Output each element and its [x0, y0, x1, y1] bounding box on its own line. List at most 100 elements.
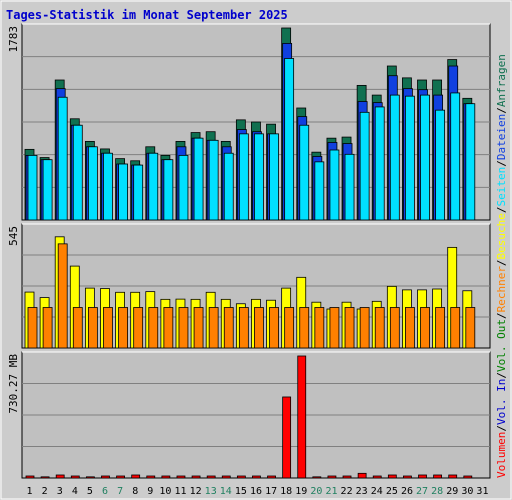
rechner-bar — [103, 307, 113, 349]
rechner-bar — [238, 307, 249, 349]
legend-text: Volumen/Vol. In/Vol. Out/Rechner/Besuche… — [495, 54, 508, 478]
seiten-bar — [329, 149, 340, 221]
rechner-bar — [118, 307, 128, 349]
rechner-bar — [57, 243, 68, 349]
seiten-bar — [389, 94, 400, 221]
rechner-bar — [329, 307, 340, 349]
volumen-bar — [25, 475, 35, 479]
seiten-bar — [223, 152, 234, 221]
volumen-bar — [161, 475, 171, 479]
seiten-bar — [57, 96, 68, 221]
rechner-bar — [208, 307, 219, 349]
legend-entry: Vol. Out — [495, 319, 508, 372]
rechner-bar — [420, 307, 430, 349]
day-label: 10 — [159, 486, 171, 497]
rechner-bar — [87, 307, 98, 349]
seiten-bar — [72, 124, 83, 221]
seiten-bar — [405, 95, 415, 221]
volumen-bar — [40, 476, 50, 479]
seiten-bar — [133, 164, 144, 221]
legend-entry: Dateien — [495, 114, 508, 160]
day-label: 5 — [87, 486, 93, 497]
rechner-bar — [465, 307, 476, 349]
seiten-bar — [269, 133, 279, 221]
day-label: 6 — [102, 486, 108, 497]
panel-2-ymax-label: 545 — [7, 226, 20, 246]
day-label: 18 — [280, 486, 292, 497]
seiten-bar — [42, 159, 53, 221]
day-label: 3 — [57, 486, 63, 497]
day-label: 22 — [341, 486, 353, 497]
volumen-bar — [418, 474, 427, 479]
day-label: 14 — [220, 486, 232, 497]
legend-entry: / — [495, 160, 508, 167]
legend-entry: Anfragen — [495, 54, 508, 107]
rechner-bar — [223, 307, 234, 349]
vertical-legend: Volumen/Vol. In/Vol. Out/Rechner/Besuche… — [495, 54, 508, 478]
rechner-bar — [42, 307, 53, 349]
day-label: 24 — [371, 486, 383, 497]
volumen-bar — [131, 474, 141, 479]
legend-entry: Seiten — [495, 167, 508, 207]
panel-1-ymax-label: 1783 — [7, 26, 20, 53]
seiten-bar — [359, 111, 370, 221]
volumen-bar — [206, 475, 216, 479]
volumen-bar — [357, 472, 367, 479]
volumen-bar — [267, 475, 276, 479]
day-label: 4 — [72, 486, 78, 497]
seiten-bar — [299, 124, 310, 221]
volumen-bar — [448, 474, 458, 479]
volumen-bar — [372, 475, 382, 479]
legend-entry: / — [495, 206, 508, 213]
chart-panels: 1783 545 730.27 MB — [7, 23, 491, 479]
legend-entry: / — [495, 107, 508, 114]
seiten-bar — [238, 133, 249, 221]
volumen-bar — [282, 396, 292, 479]
rechner-bar — [450, 307, 461, 349]
rechner-bar — [284, 307, 295, 349]
legend-entry: / — [495, 259, 508, 266]
panel-3-ymax-label: 730.27 MB — [7, 354, 20, 414]
rechner-bar — [435, 307, 446, 349]
day-label: 27 — [416, 486, 428, 497]
seiten-bar — [178, 154, 189, 221]
day-label: 23 — [356, 486, 368, 497]
seiten-bar — [208, 139, 219, 221]
volumen-bar — [55, 474, 65, 479]
seiten-bar — [435, 109, 446, 221]
day-label: 25 — [386, 486, 398, 497]
volumen-bar — [221, 475, 231, 479]
legend-entry: / — [495, 312, 508, 319]
rechner-bar — [389, 307, 400, 349]
x-axis-day-labels: 1 2 3 4 5 6 7 8 9 10 11 12 13 14 15 16 17 18 19 20 21 22 23 24 2… — [27, 486, 489, 497]
chart-title: Tages-Statistik im Monat September 2025 — [6, 8, 288, 22]
rechner-bar — [133, 307, 144, 349]
seiten-bar — [420, 94, 430, 221]
seiten-bar — [118, 163, 128, 221]
rechner-bar — [148, 307, 159, 349]
rechner-bar — [405, 307, 415, 349]
volumen-bar — [297, 355, 307, 479]
day-label: 8 — [132, 486, 138, 497]
rechner-bar — [374, 307, 385, 349]
seiten-bar — [314, 161, 325, 221]
rechner-bar — [269, 307, 279, 349]
seiten-bar — [193, 137, 204, 221]
rechner-bar — [178, 307, 189, 349]
day-label: 16 — [250, 486, 262, 497]
volumen-bar — [116, 475, 125, 479]
day-label: 1 — [27, 486, 33, 497]
volumen-bar — [146, 475, 156, 479]
legend-entry: / — [495, 372, 508, 379]
volumen-bar — [403, 475, 412, 479]
volumen-bar — [85, 476, 95, 479]
legend-entry: Volumen — [495, 432, 508, 478]
day-label: 28 — [431, 486, 443, 497]
day-label: 13 — [205, 486, 217, 497]
volumen-bar — [312, 476, 322, 479]
volumen-bar — [463, 475, 473, 479]
seiten-bar — [27, 154, 38, 221]
day-label: 31 — [476, 486, 488, 497]
volumen-bar — [252, 475, 261, 479]
